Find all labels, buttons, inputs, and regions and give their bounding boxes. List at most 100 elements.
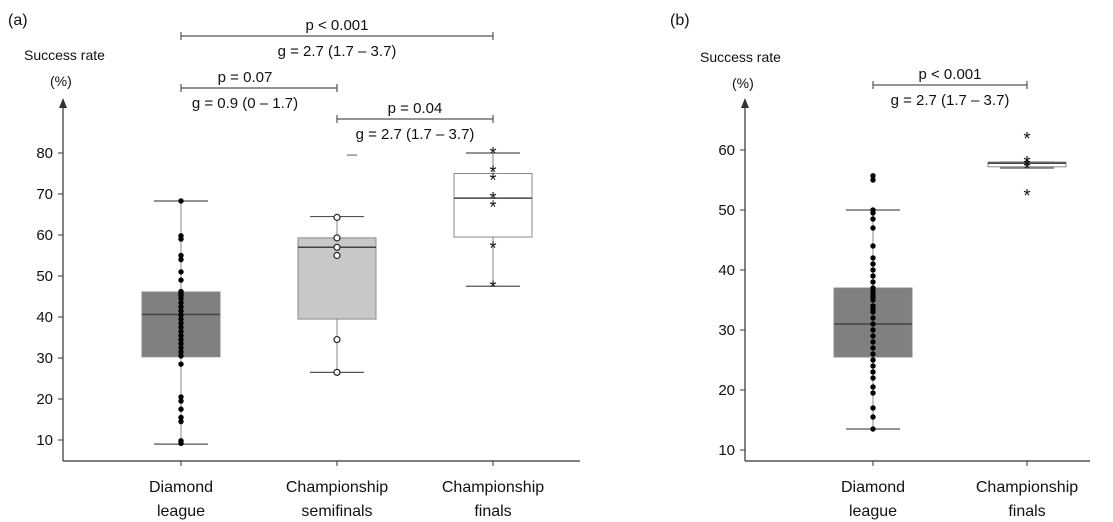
data-point: [178, 320, 184, 326]
data-point: *: [1023, 159, 1030, 179]
x-category-label: semifinals: [301, 503, 372, 520]
data-point: *: [1023, 156, 1030, 176]
data-point: [870, 390, 876, 396]
panel-b-axes: 10 20 30 40 50 60 Diamond league Championship fin…: [718, 98, 1090, 520]
data-point: [178, 340, 184, 347]
panel-a-boxes: [141, 152, 533, 445]
panel-b-ylabel-line2: (%): [732, 75, 754, 91]
y-tick-label: 30: [718, 322, 735, 339]
data-point: [178, 312, 184, 318]
data-point: [870, 267, 876, 273]
comparison-effect-size: g = 2.7 (1.7 – 3.7): [356, 126, 475, 143]
x-category-label: finals: [474, 503, 511, 520]
y-tick-label: 70: [36, 186, 53, 203]
panel-b-label: (b): [670, 12, 690, 29]
data-point: [178, 349, 184, 355]
y-axis-arrow: [59, 98, 67, 108]
comparison-effect-size: g = 2.7 (1.7 – 3.7): [891, 92, 1010, 109]
panel-b-ylabel-line1: Success rate: [700, 49, 781, 65]
data-point: [178, 233, 184, 239]
panel-b-points: *****: [870, 129, 1031, 432]
x-category-label: Championship: [286, 479, 388, 496]
data-point: [870, 225, 876, 231]
x-category-label: Championship: [442, 479, 544, 496]
data-point: *: [1023, 153, 1030, 173]
comparison-p-value: p = 0.07: [218, 69, 273, 86]
x-category-label: league: [849, 503, 897, 520]
y-axis-arrow: [741, 98, 749, 108]
data-point: [178, 299, 184, 306]
panel-a-ylabel-line2: (%): [50, 73, 72, 89]
y-tick-label: 50: [718, 202, 735, 219]
data-point: *: [489, 277, 496, 297]
data-point: [870, 173, 876, 179]
data-point: [178, 252, 184, 259]
data-point: [870, 255, 876, 261]
data-point: [870, 177, 876, 183]
y-tick-label: 60: [36, 227, 53, 244]
panel-a: (a) Success rate (%) 10 20 30 40 50 60 70 80 Dia…: [8, 12, 580, 520]
panel-a-ylabel-line1: Success rate: [24, 47, 105, 63]
data-point: [870, 414, 876, 420]
data-point: *: [489, 189, 496, 209]
data-point: [178, 398, 184, 404]
data-point: [178, 438, 184, 444]
data-point: [870, 315, 876, 321]
data-point: [178, 353, 184, 359]
x-category-label: finals: [1008, 503, 1045, 520]
data-point: [870, 321, 876, 327]
y-tick-label: 10: [36, 432, 53, 449]
data-point: [178, 394, 184, 400]
y-tick-label: 50: [36, 268, 53, 285]
data-point: [870, 285, 876, 291]
data-point: [333, 234, 341, 242]
data-point: [870, 279, 876, 285]
data-point: [870, 426, 876, 432]
panel-a-label: (a): [8, 12, 28, 29]
data-point: *: [489, 238, 496, 258]
data-point: [178, 406, 184, 412]
data-point: [178, 198, 184, 204]
data-point: [178, 269, 184, 275]
comparison-effect-size: g = 0.9 (0 – 1.7): [192, 95, 298, 112]
y-tick-label: 60: [718, 142, 735, 159]
data-point: [178, 345, 184, 351]
data-point: [870, 339, 876, 345]
panel-a-points: *******: [178, 144, 497, 446]
data-point: [178, 332, 184, 339]
data-point: [178, 256, 184, 263]
data-point: [870, 351, 876, 357]
data-point: [870, 384, 876, 390]
data-point: [178, 361, 184, 367]
data-point: [870, 243, 876, 249]
data-point: [870, 273, 876, 279]
panel-a-comparisons: p < 0.001 g = 2.7 (1.7 – 3.7) p = 0.07 g = …: [180, 17, 494, 143]
data-point: [870, 369, 876, 375]
data-point: [178, 277, 184, 283]
data-point: *: [1023, 129, 1030, 149]
data-point: [178, 304, 184, 310]
data-point: [333, 251, 341, 260]
data-point: [870, 405, 876, 411]
box-iqr: [453, 173, 533, 238]
data-point: *: [489, 171, 496, 191]
y-tick-label: 30: [36, 350, 53, 367]
data-point: [333, 368, 341, 376]
y-tick-label: 40: [718, 262, 735, 279]
y-tick-label: 20: [718, 382, 735, 399]
comparison-p-value: p < 0.001: [919, 66, 982, 83]
data-point: [870, 303, 876, 309]
box-iqr: [297, 237, 377, 320]
x-category-label: Diamond: [149, 479, 213, 496]
data-point: [333, 335, 341, 344]
data-point: *: [489, 144, 496, 164]
panel-a-axes: 10 20 30 40 50 60 70 80 Diamond league Championshi…: [36, 98, 580, 520]
comparison-effect-size: g = 2.7 (1.7 – 3.7): [278, 43, 397, 60]
data-point: [178, 308, 184, 314]
panel-b: (b) Success rate (%) 10 20 30 40 50 60 Diamond…: [670, 12, 1090, 520]
data-point: [870, 345, 876, 351]
comparison-p-value: p < 0.001: [306, 17, 369, 34]
panel-b-boxes: [833, 161, 1067, 430]
data-point: [870, 327, 876, 333]
